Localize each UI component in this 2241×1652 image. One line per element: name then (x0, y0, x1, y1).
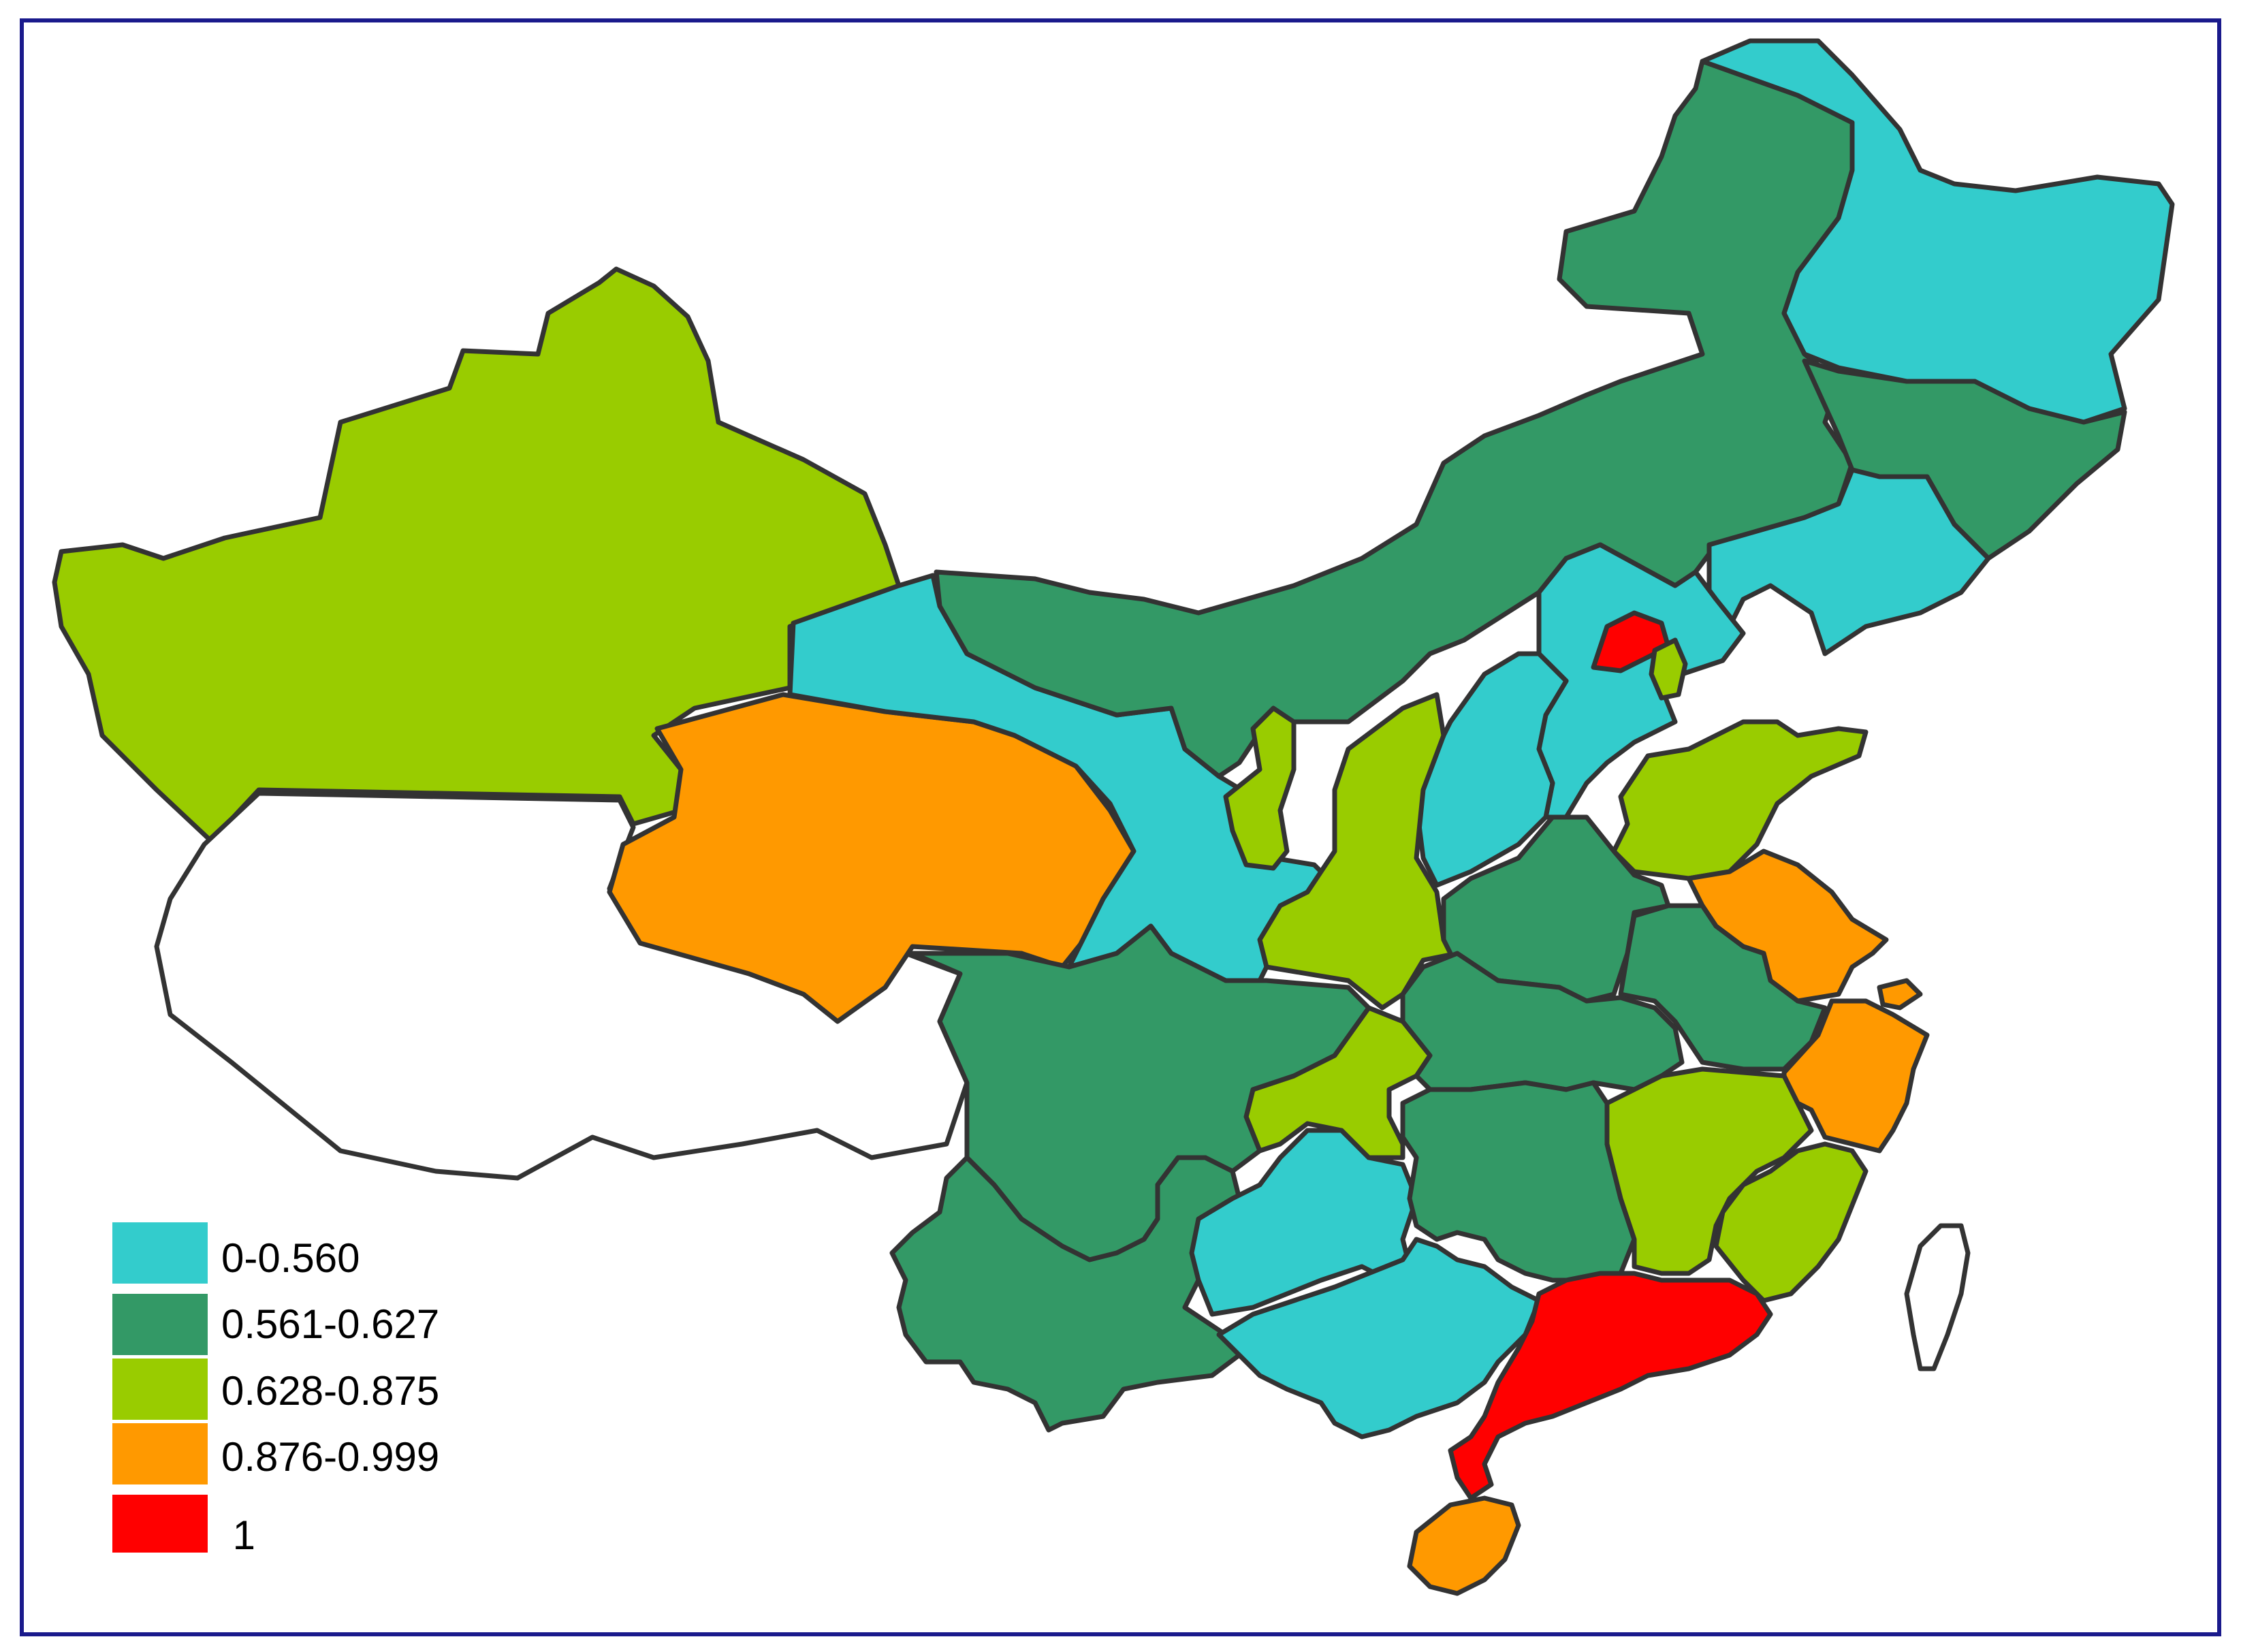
legend-label: 1 (221, 1512, 255, 1558)
region-zhejiang (1781, 998, 1930, 1154)
region-fujian (1713, 1141, 1869, 1303)
region-heilongjiang (1700, 38, 2175, 425)
region-anhui (1618, 903, 1828, 1072)
region-liaoning (1706, 467, 1991, 656)
region-shanghai (1877, 978, 1923, 1011)
region-beijing (1591, 610, 1671, 673)
legend-label: 0.561-0.627 (221, 1301, 439, 1347)
region-ningxia (1223, 705, 1297, 871)
region-guangdong (1448, 1271, 1773, 1501)
legend-swatch (112, 1423, 208, 1484)
region-hainan (1407, 1495, 1521, 1596)
legend-label: 0-0.560 (221, 1235, 360, 1281)
legend-swatch (112, 1495, 208, 1553)
legend: 0-0.560 0.561-0.627 0.628-0.875 0.876-0.… (112, 1222, 439, 1558)
provinces (52, 38, 2175, 1596)
legend-swatch (112, 1359, 208, 1420)
legend-label: 0.628-0.875 (221, 1368, 439, 1414)
region-tianjin (1649, 637, 1688, 701)
legend-swatch (112, 1294, 208, 1355)
region-taiwan (1904, 1223, 1971, 1371)
legend-label: 0.876-0.999 (221, 1434, 439, 1480)
legend-swatch (112, 1222, 208, 1284)
